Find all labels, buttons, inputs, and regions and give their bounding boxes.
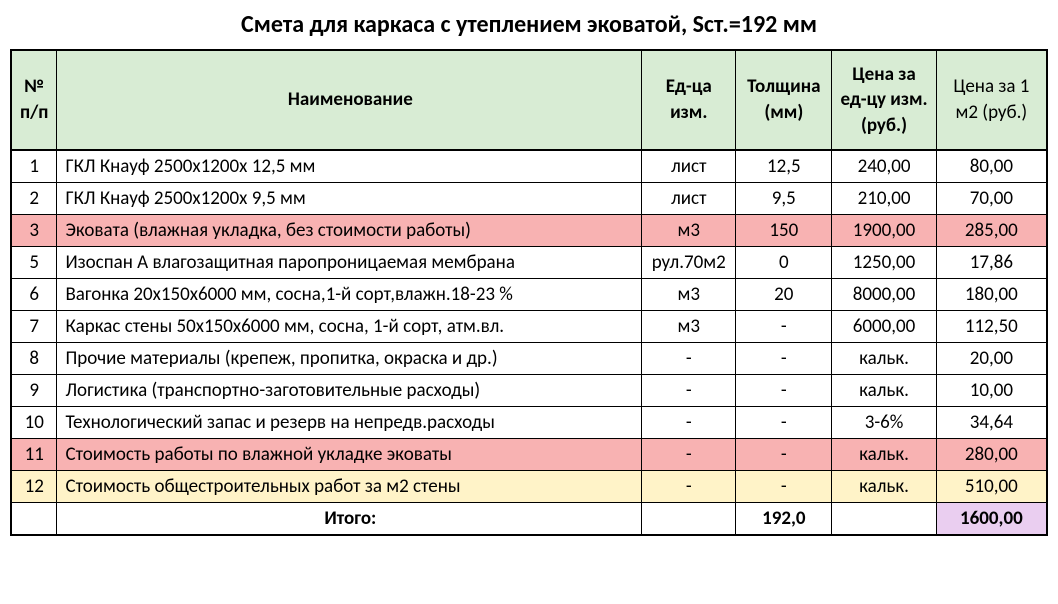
cell-name: Эковата (влажная укладка, без стоимости … — [57, 215, 642, 247]
cell-thick: - — [736, 375, 832, 407]
cell-unit: - — [642, 471, 736, 503]
table-row: 11 Стоимость работы по влажной укладке э… — [11, 439, 1047, 471]
cell-thick: 0 — [736, 247, 832, 279]
cell-price-m2: 17,86 — [936, 247, 1047, 279]
cell-name: Изоспан А влагозащитная паропроницаемая … — [57, 247, 642, 279]
header-row: № п/п Наименование Ед-ца изм. Толщина (м… — [11, 50, 1047, 150]
cell-thick: - — [736, 439, 832, 471]
cell-num: 11 — [11, 439, 57, 471]
col-header-num: № п/п — [11, 50, 57, 150]
cell-thick: - — [736, 343, 832, 375]
cell-name: Технологический запас и резерв на непред… — [57, 407, 642, 439]
cell-thick: 20 — [736, 279, 832, 311]
page-title: Смета для каркаса с утеплением эковатой,… — [10, 10, 1048, 39]
table-row: 2 ГКЛ Кнауф 2500х1200х 9,5 мм лист 9,5 2… — [11, 183, 1047, 215]
cell-num: 6 — [11, 279, 57, 311]
cell-num: 12 — [11, 471, 57, 503]
table-row: 12 Стоимость общестроительных работ за м… — [11, 471, 1047, 503]
cell-price-unit: 8000,00 — [832, 279, 936, 311]
cell-price-m2: 10,00 — [936, 375, 1047, 407]
col-header-unit: Ед-ца изм. — [642, 50, 736, 150]
table-row: 7 Каркас стены 50х150х6000 мм, сосна, 1-… — [11, 311, 1047, 343]
cell-thick: 9,5 — [736, 183, 832, 215]
cell-num: 2 — [11, 183, 57, 215]
estimate-wrapper: Смета для каркаса с утеплением эковатой,… — [10, 10, 1048, 536]
cell-unit: лист — [642, 150, 736, 183]
cell-price-m2: 34,64 — [936, 407, 1047, 439]
cell-unit: - — [642, 375, 736, 407]
cell-price-unit: 6000,00 — [832, 311, 936, 343]
col-header-thick: Толщина (мм) — [736, 50, 832, 150]
footer-row: Итого: 192,0 1600,00 — [11, 503, 1047, 536]
cell-price-unit: 1900,00 — [832, 215, 936, 247]
cell-price-m2: 510,00 — [936, 471, 1047, 503]
table-row: 10 Технологический запас и резерв на неп… — [11, 407, 1047, 439]
cell-thick: - — [736, 471, 832, 503]
cell-thick: 150 — [736, 215, 832, 247]
cell-price-m2: 280,00 — [936, 439, 1047, 471]
cell-price-m2: 180,00 — [936, 279, 1047, 311]
cell-unit: - — [642, 439, 736, 471]
cell-unit: - — [642, 407, 736, 439]
cell-unit: м3 — [642, 279, 736, 311]
footer-thick: 192,0 — [736, 503, 832, 536]
cell-name: ГКЛ Кнауф 2500х1200х 12,5 мм — [57, 150, 642, 183]
cell-num: 10 — [11, 407, 57, 439]
table-row: 6 Вагонка 20х150х6000 мм, сосна,1-й сорт… — [11, 279, 1047, 311]
cell-num: 8 — [11, 343, 57, 375]
cell-unit: м3 — [642, 311, 736, 343]
table-row: 8 Прочие материалы (крепеж, пропитка, ок… — [11, 343, 1047, 375]
cell-thick: - — [736, 407, 832, 439]
cell-name: Каркас стены 50х150х6000 мм, сосна, 1-й … — [57, 311, 642, 343]
col-header-name: Наименование — [57, 50, 642, 150]
footer-empty — [642, 503, 736, 536]
cell-thick: - — [736, 311, 832, 343]
table-row: 5 Изоспан А влагозащитная паропроницаема… — [11, 247, 1047, 279]
cell-num: 7 — [11, 311, 57, 343]
footer-empty — [11, 503, 57, 536]
cell-unit: м3 — [642, 215, 736, 247]
cell-unit: - — [642, 343, 736, 375]
footer-total: 1600,00 — [936, 503, 1047, 536]
cell-thick: 12,5 — [736, 150, 832, 183]
table-row: 9 Логистика (транспортно-заготовительные… — [11, 375, 1047, 407]
cell-unit: рул.70м2 — [642, 247, 736, 279]
footer-label: Итого: — [57, 503, 642, 536]
cell-price-unit: 240,00 — [832, 150, 936, 183]
cell-name: Логистика (транспортно-заготовительные р… — [57, 375, 642, 407]
cell-price-unit: 210,00 — [832, 183, 936, 215]
cell-price-m2: 80,00 — [936, 150, 1047, 183]
cell-price-unit: кальк. — [832, 375, 936, 407]
cell-price-unit: кальк. — [832, 439, 936, 471]
cell-price-unit: 3-6% — [832, 407, 936, 439]
cell-price-m2: 20,00 — [936, 343, 1047, 375]
cell-num: 3 — [11, 215, 57, 247]
estimate-table: № п/п Наименование Ед-ца изм. Толщина (м… — [10, 49, 1048, 536]
table-body: 1 ГКЛ Кнауф 2500х1200х 12,5 мм лист 12,5… — [11, 150, 1047, 535]
cell-unit: лист — [642, 183, 736, 215]
col-header-price-unit: Цена за ед-цу изм. (руб.) — [832, 50, 936, 150]
cell-name: Стоимость общестроительных работ за м2 с… — [57, 471, 642, 503]
cell-name: Стоимость работы по влажной укладке эков… — [57, 439, 642, 471]
cell-name: Вагонка 20х150х6000 мм, сосна,1-й сорт,в… — [57, 279, 642, 311]
cell-price-m2: 285,00 — [936, 215, 1047, 247]
cell-price-unit: кальк. — [832, 343, 936, 375]
cell-price-unit: кальк. — [832, 471, 936, 503]
cell-num: 5 — [11, 247, 57, 279]
cell-price-unit: 1250,00 — [832, 247, 936, 279]
cell-price-m2: 70,00 — [936, 183, 1047, 215]
cell-num: 9 — [11, 375, 57, 407]
cell-num: 1 — [11, 150, 57, 183]
footer-empty — [832, 503, 936, 536]
cell-price-m2: 112,50 — [936, 311, 1047, 343]
cell-name: Прочие материалы (крепеж, пропитка, окра… — [57, 343, 642, 375]
table-row: 1 ГКЛ Кнауф 2500х1200х 12,5 мм лист 12,5… — [11, 150, 1047, 183]
col-header-price-m2: Цена за 1 м2 (руб.) — [936, 50, 1047, 150]
table-row: 3 Эковата (влажная укладка, без стоимост… — [11, 215, 1047, 247]
cell-name: ГКЛ Кнауф 2500х1200х 9,5 мм — [57, 183, 642, 215]
